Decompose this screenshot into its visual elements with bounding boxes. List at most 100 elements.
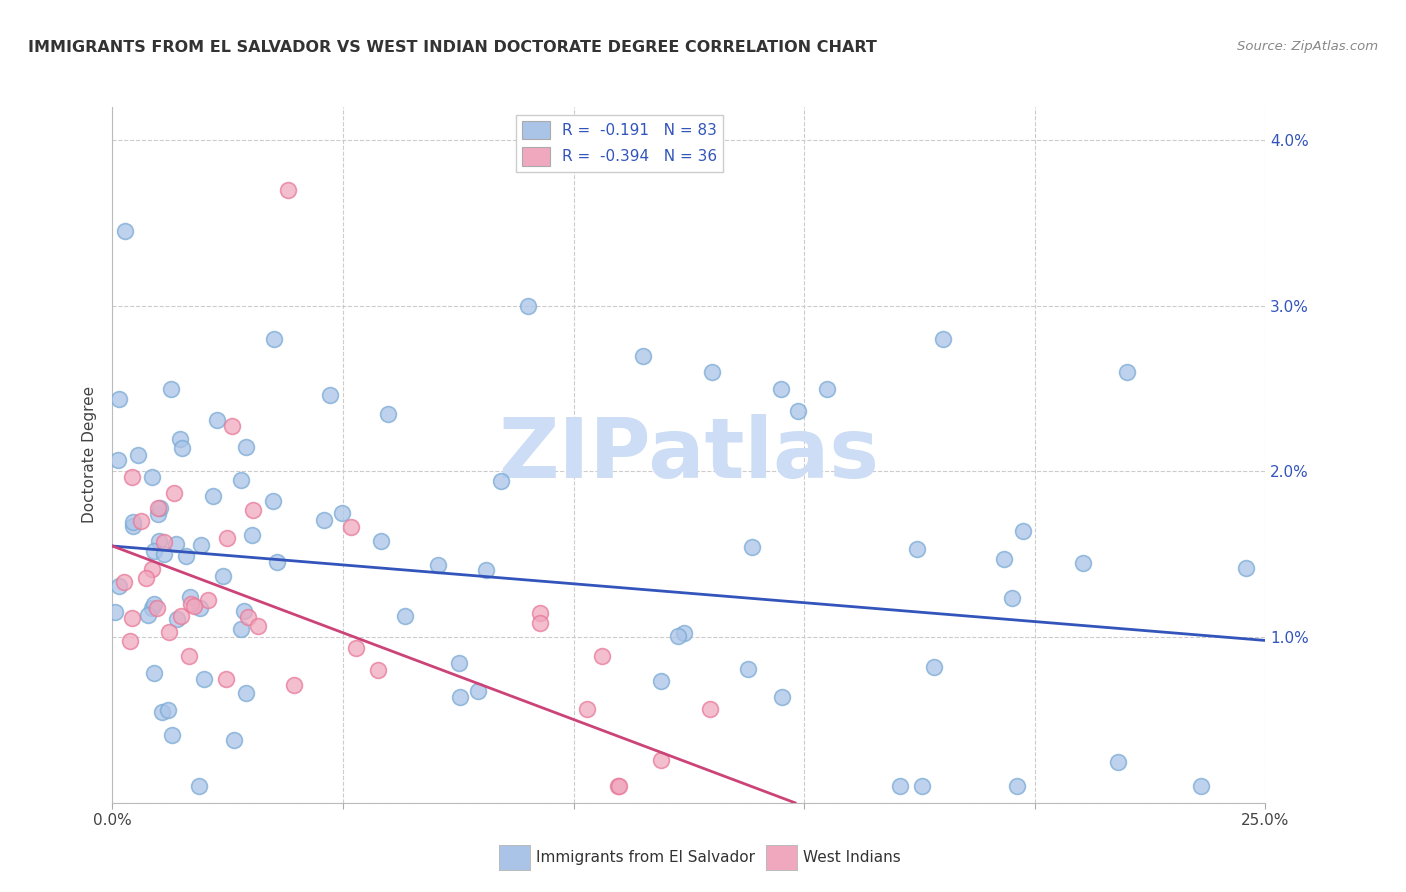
Point <box>427 558 450 572</box>
Point <box>150 705 173 719</box>
Point <box>1189 779 1212 793</box>
Point <box>229 622 252 636</box>
Point <box>474 563 496 577</box>
Point <box>222 732 245 747</box>
Point <box>1012 524 1035 539</box>
Y-axis label: Doctorate Degree: Doctorate Degree <box>82 386 97 524</box>
Point <box>160 728 183 742</box>
Point <box>193 672 215 686</box>
Point <box>179 590 201 604</box>
Point <box>266 555 288 569</box>
Point <box>165 537 187 551</box>
Point <box>127 449 149 463</box>
Point <box>163 485 186 500</box>
Point <box>121 611 143 625</box>
Point <box>770 382 793 396</box>
Point <box>1071 556 1094 570</box>
Point <box>136 608 159 623</box>
Point <box>377 407 399 421</box>
Point <box>815 382 838 396</box>
Point <box>700 365 723 379</box>
Point <box>188 600 211 615</box>
Point <box>672 626 695 640</box>
Point <box>233 604 256 618</box>
Point <box>142 544 165 558</box>
Point <box>1005 779 1028 793</box>
Point <box>169 432 191 446</box>
Point <box>911 779 934 793</box>
Point <box>770 690 793 705</box>
Point <box>121 469 143 483</box>
Point <box>112 575 135 590</box>
Point <box>1116 365 1139 379</box>
Point <box>650 753 672 767</box>
Point <box>114 224 136 238</box>
Point <box>176 549 198 564</box>
Point <box>118 634 141 648</box>
Point <box>666 629 689 643</box>
Point <box>246 618 269 632</box>
Point <box>197 593 219 607</box>
Text: IMMIGRANTS FROM EL SALVADOR VS WEST INDIAN DOCTORATE DEGREE CORRELATION CHART: IMMIGRANTS FROM EL SALVADOR VS WEST INDI… <box>28 40 877 55</box>
Point <box>166 612 188 626</box>
Point <box>449 690 471 704</box>
Point <box>170 441 193 455</box>
Point <box>177 649 200 664</box>
Point <box>190 538 212 552</box>
Point <box>1234 561 1257 575</box>
Point <box>107 453 129 467</box>
Point <box>1000 591 1022 605</box>
Point <box>607 779 630 793</box>
Point <box>394 608 416 623</box>
Point <box>235 686 257 700</box>
Point <box>314 512 336 526</box>
Point <box>122 518 145 533</box>
Point <box>330 506 353 520</box>
Point <box>142 665 165 680</box>
Point <box>221 419 243 434</box>
Point <box>170 609 193 624</box>
Point <box>215 672 238 686</box>
Point <box>262 494 284 508</box>
Point <box>205 413 228 427</box>
Point <box>148 501 170 516</box>
Point <box>516 299 538 313</box>
Point <box>1107 755 1129 769</box>
Point <box>699 701 721 715</box>
Point <box>149 500 172 515</box>
Point <box>367 663 389 677</box>
Point <box>263 332 285 346</box>
Point <box>529 616 551 631</box>
Point <box>631 349 654 363</box>
Point <box>931 332 953 346</box>
Point <box>104 606 127 620</box>
Point <box>370 533 392 548</box>
Point <box>240 528 263 542</box>
Point <box>108 392 131 407</box>
Point <box>489 474 512 488</box>
Point <box>235 440 257 454</box>
Point <box>157 624 180 639</box>
Point <box>889 779 911 793</box>
Text: ZIPatlas: ZIPatlas <box>499 415 879 495</box>
Point <box>922 660 945 674</box>
Point <box>242 503 264 517</box>
Point <box>787 403 810 417</box>
Point <box>152 547 174 561</box>
Legend: R =  -0.191   N = 83, R =  -0.394   N = 36: R = -0.191 N = 83, R = -0.394 N = 36 <box>516 115 723 172</box>
Point <box>108 579 131 593</box>
Point <box>576 702 599 716</box>
Point <box>142 598 165 612</box>
Point <box>591 649 613 664</box>
Point <box>146 601 169 615</box>
Text: Immigrants from El Salvador: Immigrants from El Salvador <box>536 850 755 864</box>
Point <box>467 684 489 698</box>
Text: Source: ZipAtlas.com: Source: ZipAtlas.com <box>1237 40 1378 54</box>
Point <box>344 640 367 655</box>
Point <box>135 571 157 585</box>
Point <box>607 779 630 793</box>
Point <box>146 507 169 521</box>
Point <box>215 531 238 545</box>
Point <box>340 520 363 534</box>
Point <box>737 662 759 676</box>
